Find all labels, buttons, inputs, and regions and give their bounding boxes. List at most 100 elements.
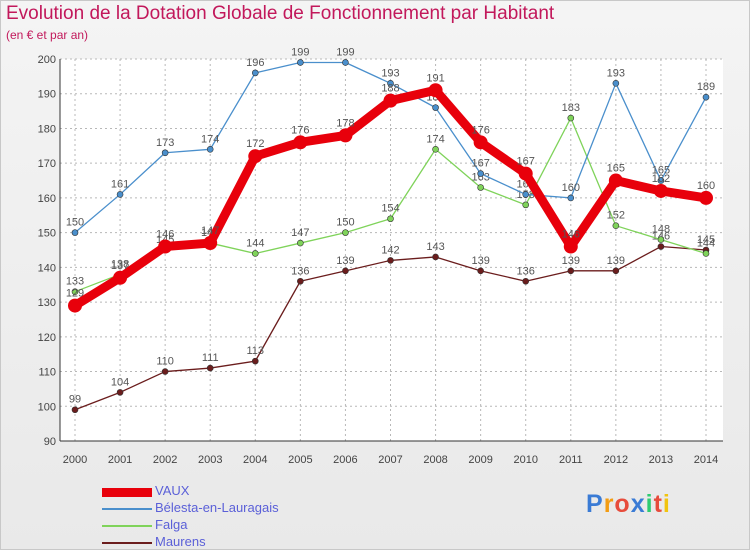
data-label: 144: [246, 237, 264, 249]
y-tick-label: 150: [38, 228, 56, 240]
data-point: [387, 257, 394, 264]
data-label: 178: [336, 117, 354, 129]
legend-swatch: [102, 487, 152, 497]
logo-letter: P: [586, 490, 604, 518]
data-point: [161, 149, 169, 157]
data-point: [567, 114, 575, 122]
y-tick-label: 200: [38, 54, 56, 66]
x-tick-label: 2014: [694, 454, 718, 466]
y-tick-label: 140: [38, 262, 56, 274]
data-label: 136: [517, 265, 535, 277]
y-tick-label: 120: [38, 332, 56, 344]
data-label: 139: [607, 255, 625, 267]
x-tick-label: 2012: [604, 454, 628, 466]
data-label: 160: [562, 182, 580, 194]
data-point: [293, 135, 308, 150]
data-label: 129: [66, 288, 84, 300]
y-tick-label: 130: [38, 297, 56, 309]
x-tick-label: 2006: [333, 454, 357, 466]
x-tick-label: 2000: [63, 454, 87, 466]
legend-label: Falga: [155, 517, 188, 532]
data-label: 167: [471, 158, 489, 170]
data-point: [699, 190, 713, 205]
data-point: [206, 364, 214, 372]
data-point: [297, 239, 304, 247]
x-tick-label: 2005: [288, 454, 312, 466]
data-label: 193: [607, 67, 625, 79]
x-tick-label: 2010: [513, 454, 537, 466]
data-label: 161: [111, 178, 129, 190]
data-label: 165: [652, 165, 670, 177]
data-point: [342, 229, 349, 236]
data-point: [522, 201, 530, 209]
data-point: [563, 239, 578, 254]
data-point: [428, 83, 443, 98]
x-tick-label: 2009: [468, 454, 492, 466]
data-point: [522, 277, 530, 285]
data-point: [477, 267, 484, 275]
data-point: [612, 267, 620, 275]
data-point: [251, 357, 259, 365]
data-point: [383, 93, 398, 108]
data-label: 147: [201, 225, 219, 237]
data-label: 113: [247, 345, 265, 357]
logo-letter: r: [603, 490, 615, 518]
data-label: 148: [652, 224, 670, 236]
data-point: [251, 250, 259, 257]
y-tick-label: 180: [38, 123, 56, 135]
data-point: [387, 80, 394, 87]
data-point: [297, 59, 304, 66]
data-point: [158, 239, 173, 254]
data-point: [71, 229, 79, 236]
data-label: 144: [697, 237, 715, 249]
data-label: 133: [66, 276, 84, 288]
data-label: 146: [562, 229, 580, 241]
data-point: [477, 184, 484, 191]
data-point: [657, 177, 665, 184]
data-label: 176: [291, 124, 309, 136]
logo-letter: t: [653, 490, 663, 518]
data-label: 174: [426, 133, 444, 145]
data-label: 154: [381, 203, 399, 215]
data-label: 145: [697, 234, 715, 246]
data-point: [387, 215, 394, 223]
data-label: 150: [336, 217, 354, 229]
data-point: [206, 145, 214, 153]
data-label: 104: [111, 376, 129, 388]
data-point: [161, 368, 169, 375]
y-tick-label: 90: [44, 436, 56, 448]
data-label: 189: [697, 81, 715, 93]
data-label: 199: [291, 46, 309, 58]
data-point: [338, 128, 353, 143]
chart-title: Evolution de la Dotation Globale de Fonc…: [6, 3, 555, 24]
chart-subtitle: (en € et par an): [6, 28, 89, 42]
data-label: 193: [381, 67, 399, 79]
data-point: [477, 170, 484, 177]
data-label: 136: [291, 265, 309, 277]
data-point: [71, 406, 79, 414]
logo-letter: x: [630, 490, 646, 518]
logo-letter: i: [662, 490, 671, 518]
x-tick-label: 2004: [243, 454, 267, 466]
legend-label: VAUX: [155, 483, 190, 498]
data-label: 139: [471, 255, 489, 267]
x-tick-label: 2013: [649, 454, 673, 466]
data-label: 150: [66, 217, 84, 229]
data-point: [116, 191, 124, 198]
data-label: 196: [246, 57, 264, 69]
data-label: 188: [381, 83, 399, 95]
proxiti-logo: Proxiti: [586, 490, 671, 519]
data-label: 139: [336, 255, 354, 267]
data-label: 174: [201, 133, 219, 145]
data-point: [612, 222, 620, 229]
data-point: [612, 80, 620, 87]
data-label: 162: [652, 173, 670, 185]
x-tick-label: 2002: [153, 454, 177, 466]
data-label: 199: [336, 46, 354, 58]
y-tick-label: 110: [38, 367, 56, 379]
data-point: [342, 267, 349, 275]
data-point: [432, 145, 439, 153]
data-point: [608, 173, 623, 188]
x-tick-label: 2001: [108, 454, 132, 466]
